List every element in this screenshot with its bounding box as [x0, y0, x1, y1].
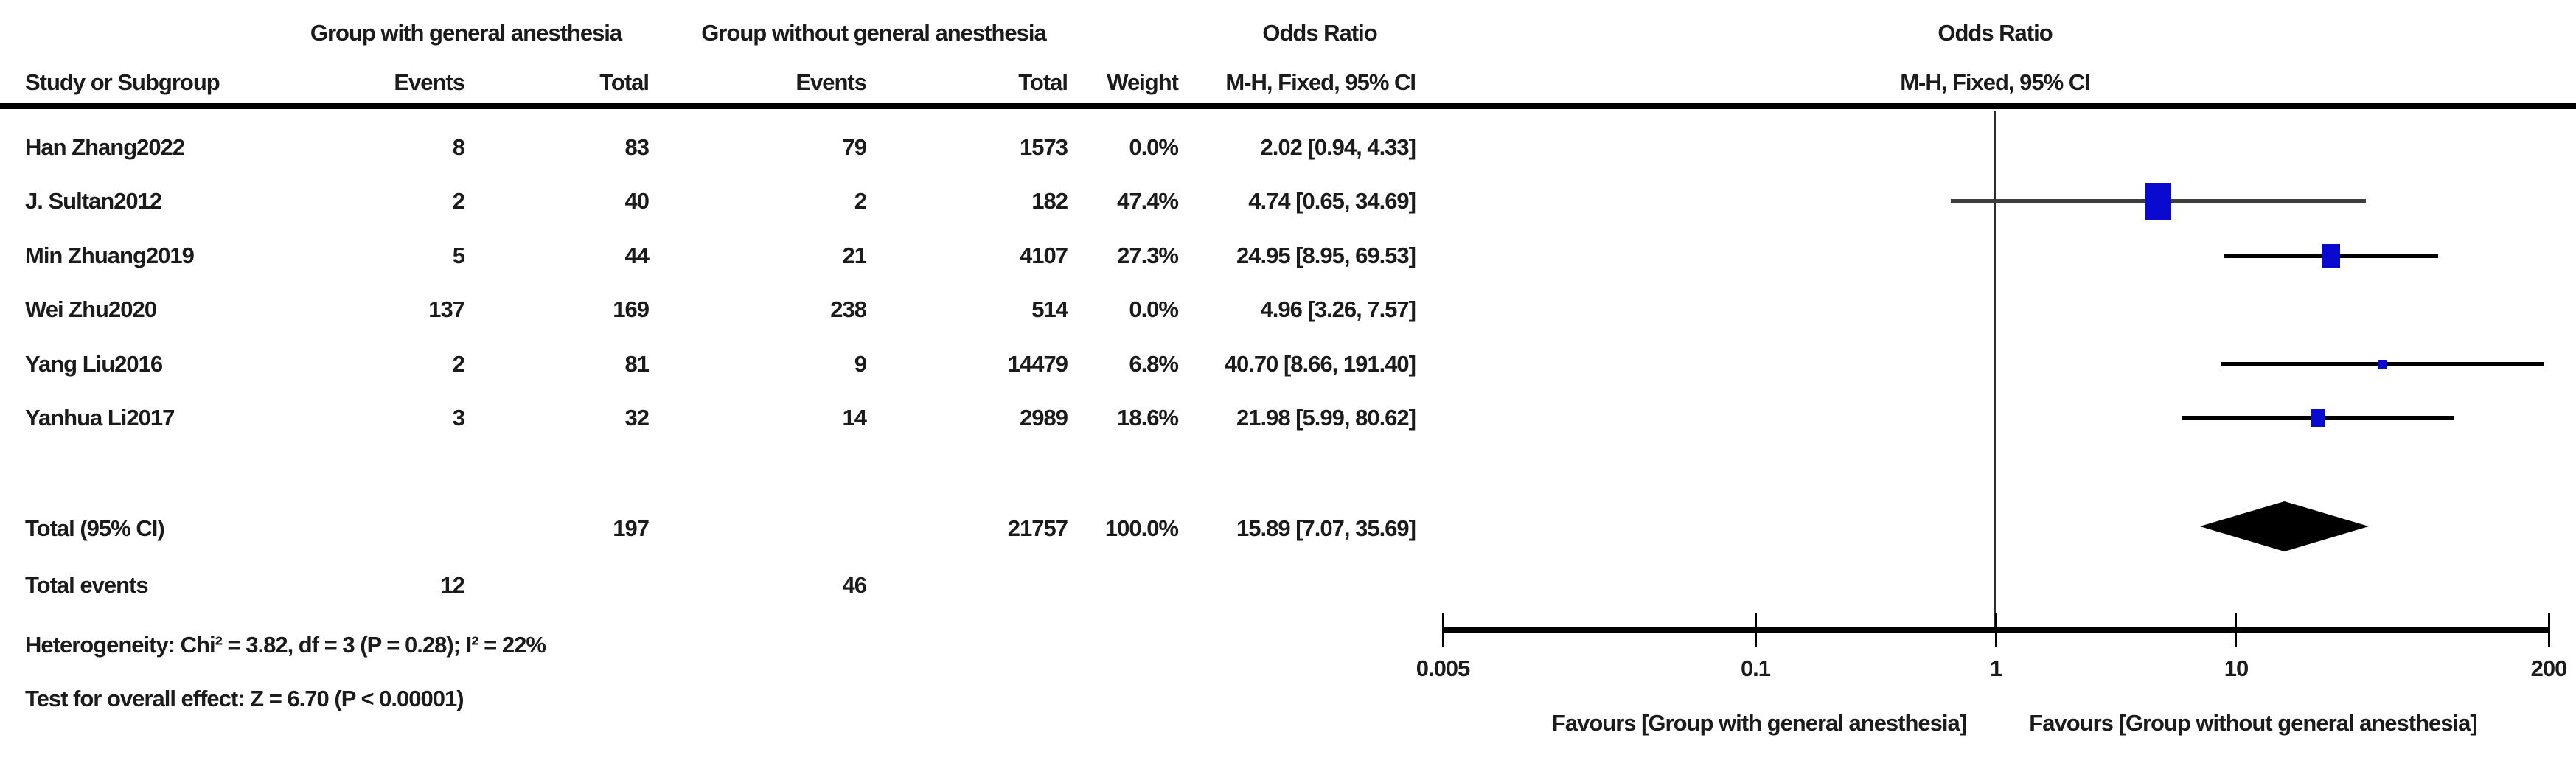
weight-value: 0.0%: [1129, 134, 1179, 160]
header-rule: [0, 103, 2576, 109]
group2-header: Group without general anesthesia: [701, 20, 1047, 46]
axis-tick-label: 0.1: [1740, 655, 1771, 681]
axis-tick: [1755, 613, 1757, 647]
group1-header: Group with general anesthesia: [310, 20, 622, 46]
axis-tick-label: 1: [1989, 655, 2002, 681]
study-name: Yanhua Li2017: [25, 405, 175, 431]
axis-tick-label: 0.005: [1416, 655, 1471, 681]
total-nga: 514: [1031, 296, 1068, 322]
events-nga: 21: [842, 243, 867, 268]
weight-value: 27.3%: [1117, 243, 1179, 268]
mh-ci-col-header: M-H, Fixed, 95% CI: [1225, 69, 1416, 95]
or-ci-value: 21.98 [5.99, 80.62]: [1236, 405, 1416, 431]
total1-col-header: Total: [599, 69, 650, 95]
events-ga: 137: [428, 296, 465, 322]
or-ci-value: 4.74 [0.65, 34.69]: [1248, 188, 1416, 214]
total-nga: 14479: [1007, 351, 1068, 377]
favours-right-label: Favours [Group without general anesthesi…: [2029, 710, 2477, 736]
weight-value: 0.0%: [1129, 296, 1179, 322]
total-ga: 44: [624, 243, 650, 268]
events-ga: 2: [452, 188, 465, 214]
odds-ratio-header-left: Odds Ratio: [1262, 20, 1377, 46]
overall-effect-text: Test for overall effect: Z = 6.70 (P < 0…: [25, 686, 464, 711]
weight-col-header: Weight: [1107, 69, 1179, 95]
events-ga: 3: [452, 405, 465, 431]
total-or-ci: 15.89 [7.07, 35.69]: [1236, 515, 1416, 541]
events-ga: 2: [452, 351, 465, 377]
study-name: Min Zhuang2019: [25, 243, 195, 268]
total2-col-header: Total: [1018, 69, 1068, 95]
or-ci-value: 40.70 [8.66, 191.40]: [1224, 351, 1416, 377]
study-name: J. Sultan2012: [25, 188, 162, 214]
total-nga: 4107: [1020, 243, 1068, 268]
events-nga: 2: [854, 188, 867, 214]
total-ga-sum: 197: [613, 515, 650, 541]
no-effect-line: [1994, 111, 1996, 633]
total-nga: 1573: [1020, 134, 1068, 160]
axis-tick: [2235, 613, 2237, 647]
study-name: Wei Zhu2020: [25, 296, 157, 322]
study-col-header: Study or Subgroup: [25, 69, 220, 95]
total-events-label: Total events: [25, 572, 149, 598]
effect-square: [2322, 244, 2340, 268]
mh-ci-plot-header: M-H, Fixed, 95% CI: [1900, 69, 2091, 95]
total-ga: 40: [624, 188, 650, 214]
effect-square: [2311, 409, 2325, 427]
total-ga: 169: [613, 296, 650, 322]
total-events-ga: 12: [440, 572, 465, 598]
favours-left-label: Favours [Group with general anesthesia]: [1551, 710, 1967, 736]
events1-col-header: Events: [394, 69, 465, 95]
total-ga: 83: [624, 134, 650, 160]
total-events-nga: 46: [842, 572, 867, 598]
study-name: Han Zhang2022: [25, 134, 185, 160]
total-ga: 81: [624, 351, 650, 377]
axis-tick: [2548, 613, 2550, 647]
or-ci-value: 4.96 [3.26, 7.57]: [1260, 296, 1416, 322]
odds-ratio-header-right: Odds Ratio: [1938, 20, 2053, 46]
effect-square: [2378, 360, 2387, 369]
weight-value: 47.4%: [1117, 188, 1179, 214]
total-nga: 182: [1031, 188, 1068, 214]
events-nga: 9: [854, 351, 867, 377]
or-ci-value: 24.95 [8.95, 69.53]: [1236, 243, 1416, 268]
events-ga: 8: [452, 134, 465, 160]
axis-tick-label: 10: [2224, 655, 2249, 681]
or-ci-value: 2.02 [0.94, 4.33]: [1260, 134, 1416, 160]
events-nga: 14: [842, 405, 867, 431]
axis-tick: [1995, 613, 1997, 647]
weight-value: 18.6%: [1117, 405, 1179, 431]
events2-col-header: Events: [796, 69, 867, 95]
axis-tick: [1442, 613, 1444, 647]
total-weight: 100.0%: [1104, 515, 1179, 541]
axis-tick-label: 200: [2530, 655, 2568, 681]
events-nga: 238: [830, 296, 867, 322]
effect-square: [2145, 183, 2171, 220]
total-nga-sum: 21757: [1007, 515, 1068, 541]
total-label: Total (95% CI): [25, 515, 165, 541]
total-nga: 2989: [1020, 405, 1068, 431]
heterogeneity-text: Heterogeneity: Chi² = 3.82, df = 3 (P = …: [25, 632, 546, 658]
study-name: Yang Liu2016: [25, 351, 163, 377]
total-ga: 32: [624, 405, 650, 431]
weight-value: 6.8%: [1129, 351, 1179, 377]
events-ga: 5: [452, 243, 465, 268]
events-nga: 79: [842, 134, 867, 160]
